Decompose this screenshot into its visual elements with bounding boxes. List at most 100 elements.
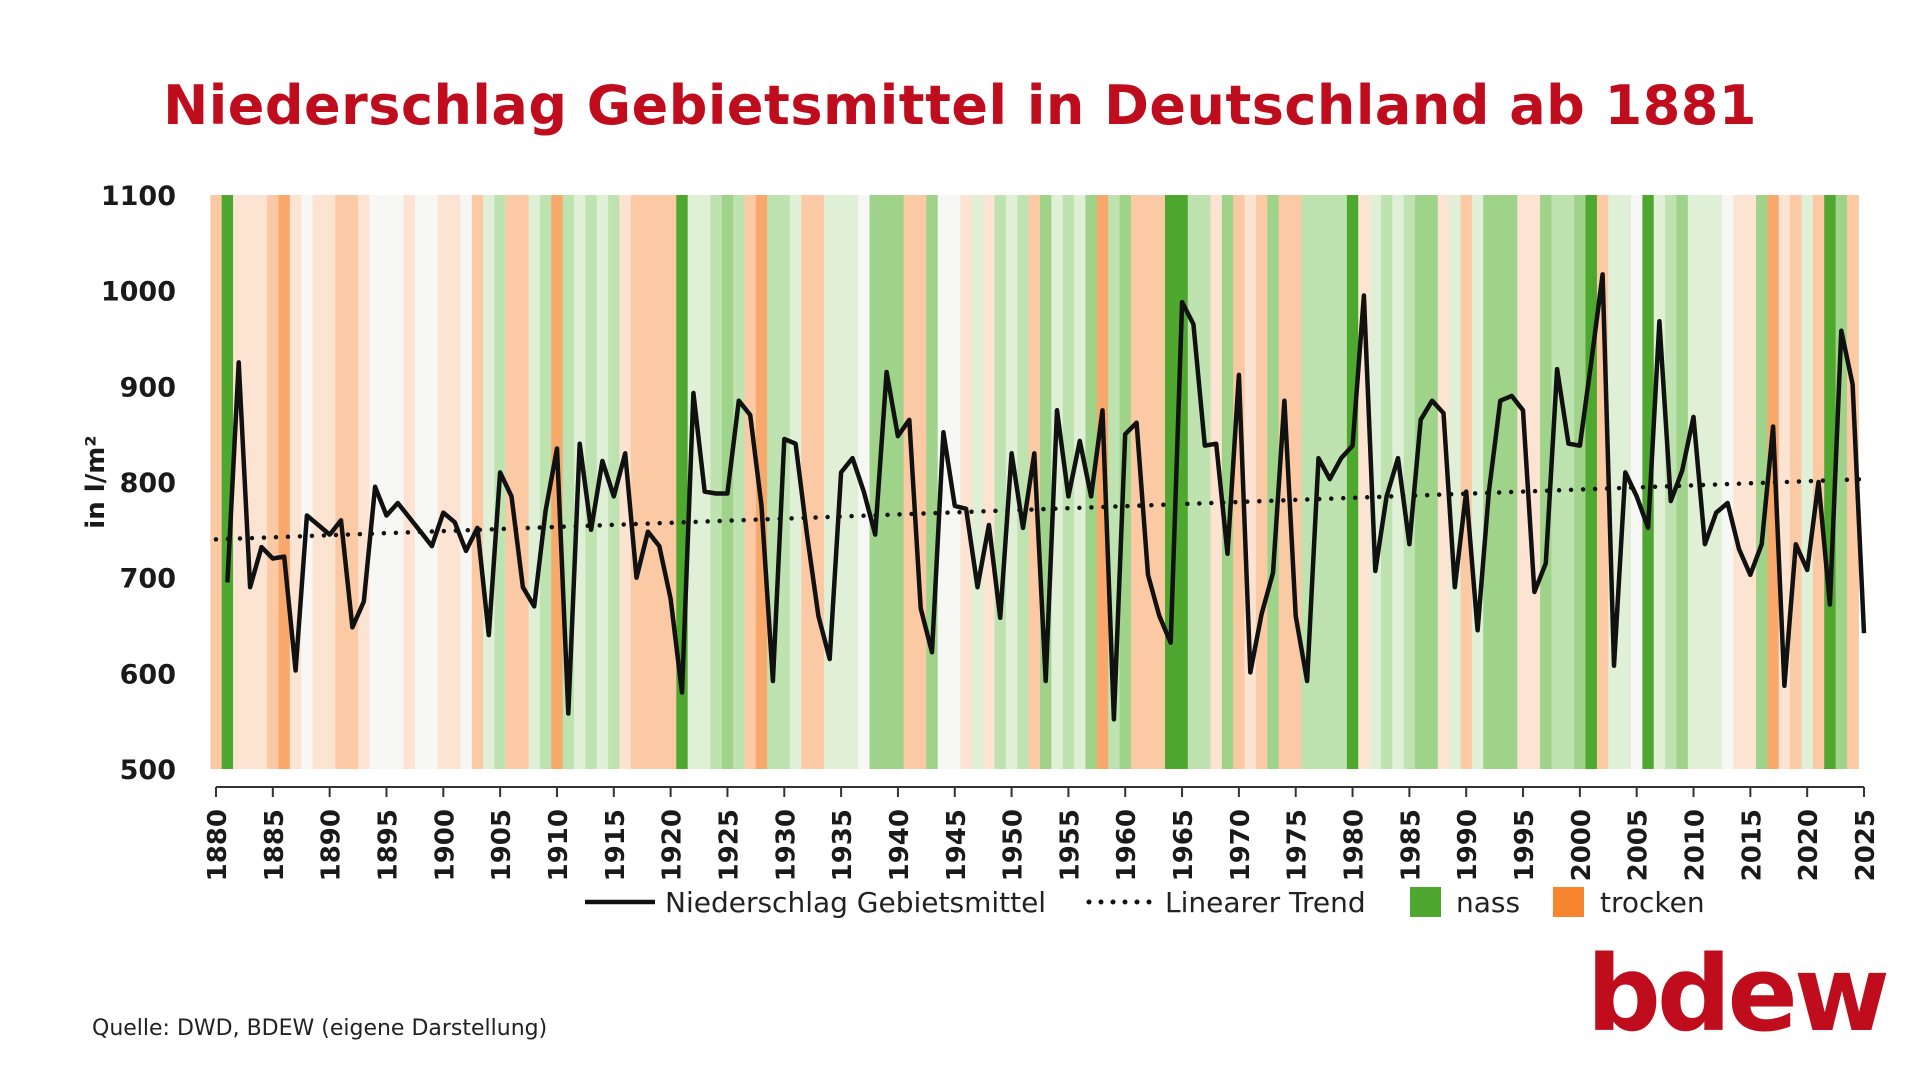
y-tick-label: 900	[120, 372, 176, 403]
x-tick-label: 1920	[658, 809, 688, 881]
year-stripe	[914, 195, 927, 769]
year-stripe	[1437, 195, 1450, 769]
x-tick-label: 1890	[317, 809, 347, 881]
year-stripe	[335, 195, 348, 769]
year-stripe	[1721, 195, 1734, 769]
year-stripe	[755, 195, 768, 769]
year-stripe	[983, 195, 996, 769]
year-stripe	[971, 195, 984, 769]
year-stripe	[346, 195, 359, 769]
year-stripe	[505, 195, 518, 769]
year-stripe	[1096, 195, 1109, 769]
year-stripe	[710, 195, 723, 769]
year-stripe	[1608, 195, 1621, 769]
year-stripe	[1244, 195, 1257, 769]
year-stripe	[1392, 195, 1405, 769]
year-stripe	[1221, 195, 1234, 769]
year-stripe	[1505, 195, 1518, 769]
year-stripe	[1369, 195, 1382, 769]
x-tick-label: 1935	[828, 809, 858, 881]
year-stripe	[414, 195, 427, 769]
x-tick-label: 2015	[1737, 809, 1767, 881]
year-stripe	[653, 195, 666, 769]
year-stripe	[312, 195, 325, 769]
year-stripe	[1165, 195, 1177, 769]
year-stripe	[1585, 195, 1598, 769]
x-tick-label: 1915	[601, 809, 631, 881]
legend-label: nass	[1456, 886, 1520, 919]
year-stripe	[824, 195, 837, 769]
year-stripe	[392, 195, 405, 769]
year-stripe	[1301, 195, 1314, 769]
year-stripe	[233, 195, 246, 769]
year-stripe	[1153, 195, 1166, 769]
year-stripe	[539, 195, 552, 769]
y-tick-label: 600	[120, 659, 176, 690]
year-stripe	[301, 195, 314, 769]
x-tick-label: 1905	[487, 809, 517, 881]
year-stripe	[1790, 195, 1803, 769]
year-stripe	[846, 195, 859, 769]
year-stripe	[1653, 195, 1666, 769]
year-stripe	[1824, 195, 1837, 769]
year-stripe	[1324, 195, 1337, 769]
year-stripe	[687, 195, 700, 769]
year-stripe	[210, 195, 223, 769]
year-stripe	[1631, 195, 1643, 769]
legend-label: trocken	[1600, 886, 1705, 919]
x-tick-label: 1950	[999, 809, 1029, 881]
year-stripe	[1574, 195, 1587, 769]
year-stripe	[903, 195, 916, 769]
year-stripe	[949, 195, 962, 769]
x-tick-label: 1940	[885, 809, 915, 881]
legend-label: Linearer Trend	[1165, 886, 1366, 919]
year-stripe	[460, 195, 473, 769]
year-stripe	[1528, 195, 1541, 769]
year-stripe	[608, 195, 621, 769]
year-stripe	[1130, 195, 1143, 769]
year-stripe	[733, 195, 746, 769]
source-note: Quelle: DWD, BDEW (eigene Darstellung)	[92, 1016, 548, 1041]
y-axis: 500 600 700 800 900 1000 1100 in l/m²	[81, 181, 176, 786]
year-stripe	[562, 195, 575, 769]
y-tick-label: 500	[120, 755, 176, 786]
year-stripe	[994, 195, 1007, 769]
year-stripe	[1017, 195, 1030, 769]
year-stripe	[1267, 195, 1280, 769]
legend-color-swatch	[1553, 887, 1584, 917]
x-axis: 1880 1885 1890 1895 1900 1905 1910 1915 1920 1925…	[203, 786, 1881, 881]
y-tick-label: 800	[120, 468, 176, 499]
y-tick-label: 1100	[101, 181, 176, 212]
x-tick-label: 1970	[1226, 809, 1256, 881]
year-stripe	[483, 195, 496, 769]
year-stripe	[1426, 195, 1439, 769]
year-stripe	[585, 195, 598, 769]
year-stripe	[289, 195, 302, 769]
year-stripe	[403, 195, 416, 769]
year-stripe	[676, 195, 689, 769]
year-stripe	[1676, 195, 1689, 769]
year-stripe	[1699, 195, 1712, 769]
x-tick-label: 1900	[430, 809, 460, 881]
trend-dotted-line	[213, 476, 1867, 542]
x-tick-label: 1945	[942, 809, 972, 881]
year-stripe	[960, 195, 973, 769]
legend: Niederschlag Gebietsmittel Linearer Trend…	[585, 886, 1705, 919]
year-stripe	[1835, 195, 1848, 769]
year-stripe	[880, 195, 893, 769]
year-stripe	[642, 195, 655, 769]
x-tick-label: 1980	[1340, 809, 1370, 881]
year-stripe	[1449, 195, 1462, 769]
precipitation-line	[225, 272, 1867, 722]
year-stripe	[812, 195, 825, 769]
year-stripe	[1346, 195, 1359, 769]
year-stripe	[471, 195, 484, 769]
x-tick-label: 1995	[1510, 809, 1540, 881]
x-tick-label: 1960	[1112, 809, 1142, 881]
year-stripe	[892, 195, 905, 769]
year-stripe	[619, 195, 632, 769]
year-stripe	[358, 195, 371, 769]
year-stripe	[767, 195, 780, 769]
year-stripe	[1596, 195, 1609, 769]
year-stripe	[1460, 195, 1473, 769]
